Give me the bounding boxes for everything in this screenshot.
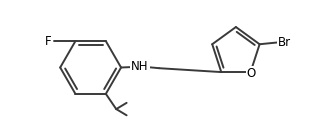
Text: Br: Br bbox=[278, 36, 291, 49]
Text: F: F bbox=[45, 35, 51, 48]
Text: NH: NH bbox=[131, 60, 149, 73]
Text: O: O bbox=[247, 67, 256, 80]
